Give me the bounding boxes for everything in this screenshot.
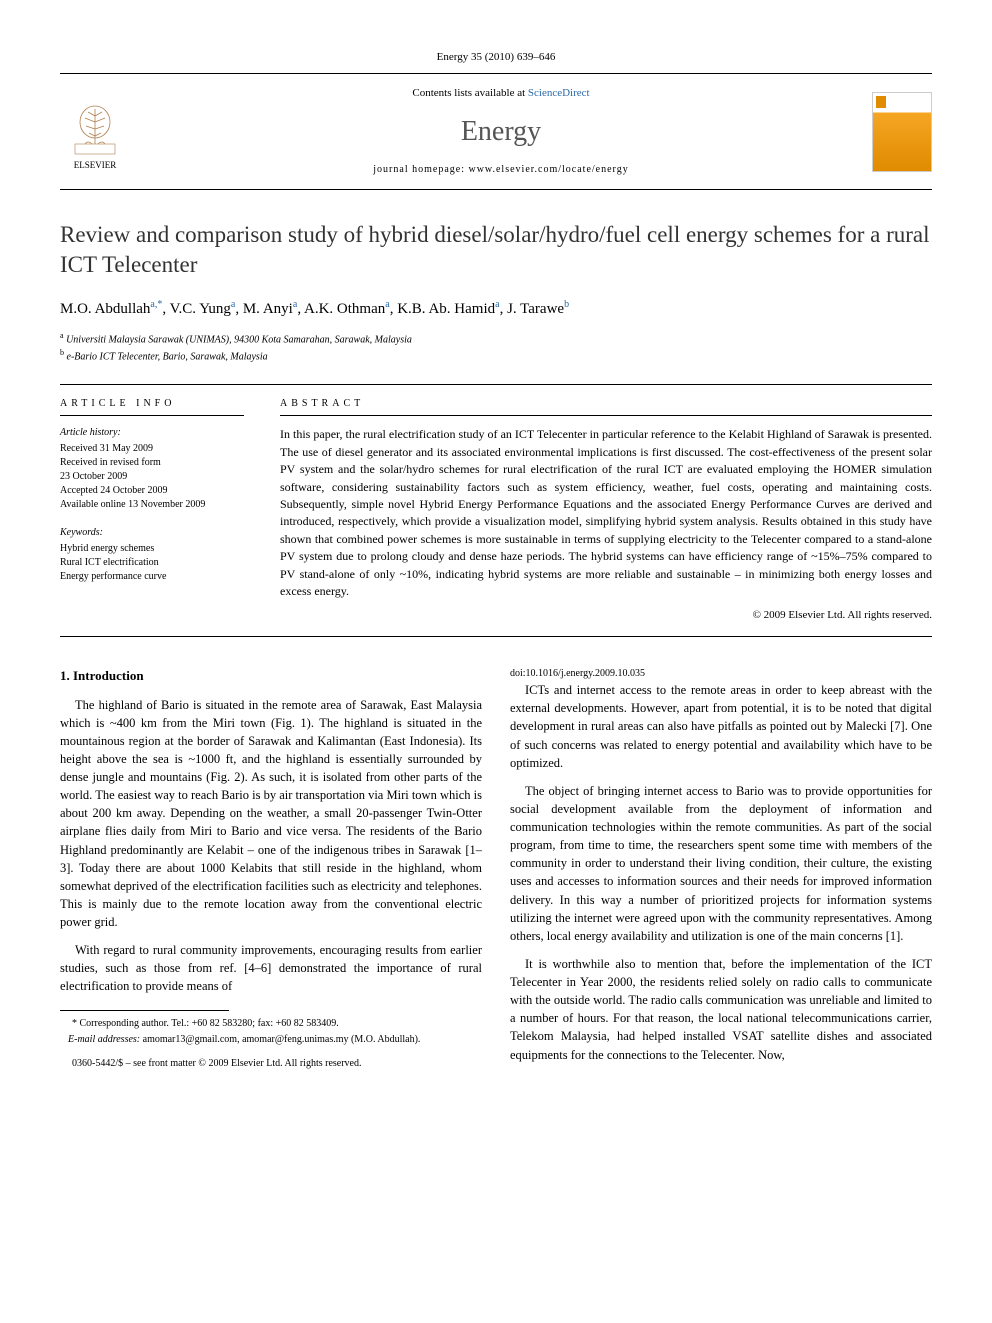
contents-available-line: Contents lists available at ScienceDirec…	[130, 86, 872, 101]
journal-reference: Energy 35 (2010) 639–646	[60, 50, 932, 65]
journal-cover-thumbnail	[872, 92, 932, 172]
contents-prefix: Contents lists available at	[412, 87, 527, 99]
elsevier-tree-icon	[70, 104, 120, 159]
author: K.B. Ab. Hamida	[397, 301, 499, 317]
email-addresses: amomar13@gmail.com, amomar@feng.unimas.m…	[143, 1034, 421, 1045]
elsevier-logo: ELSEVIER	[60, 92, 130, 172]
history-item: Received 31 May 2009	[60, 442, 244, 456]
article-body: 1. Introduction The highland of Bario is…	[60, 667, 932, 1075]
body-paragraph: With regard to rural community improveme…	[60, 941, 482, 995]
affiliation: a Universiti Malaysia Sarawak (UNIMAS), …	[60, 330, 932, 347]
history-item: Available online 13 November 2009	[60, 498, 244, 512]
history-item: Accepted 24 October 2009	[60, 484, 244, 498]
footnotes: * Corresponding author. Tel.: +60 82 583…	[60, 1017, 482, 1047]
article-info-heading: ARTICLE INFO	[60, 397, 244, 416]
article-info: ARTICLE INFO Article history: Received 3…	[60, 385, 260, 635]
journal-masthead: ELSEVIER Contents lists available at Sci…	[60, 73, 932, 190]
abstract-heading: ABSTRACT	[280, 397, 932, 416]
keywords: Keywords: Hybrid energy schemes Rural IC…	[60, 526, 244, 584]
journal-name: Energy	[130, 112, 872, 151]
history-item: 23 October 2009	[60, 470, 244, 484]
article-history: Article history: Received 31 May 2009 Re…	[60, 426, 244, 512]
body-paragraph: The object of bringing internet access t…	[510, 782, 932, 945]
author: J. Taraweb	[507, 301, 569, 317]
keyword: Energy performance curve	[60, 570, 244, 584]
keyword: Rural ICT electrification	[60, 556, 244, 570]
history-label: Article history:	[60, 426, 244, 440]
body-paragraph: It is worthwhile also to mention that, b…	[510, 955, 932, 1064]
body-paragraph: The highland of Bario is situated in the…	[60, 696, 482, 932]
author: A.K. Othmana	[304, 301, 390, 317]
author-list: M.O. Abdullaha,*, V.C. Yunga, M. Anyia, …	[60, 298, 932, 320]
author: V.C. Yunga	[170, 301, 236, 317]
abstract-text: In this paper, the rural electrification…	[280, 426, 932, 600]
article-title: Review and comparison study of hybrid di…	[60, 220, 932, 280]
author: M. Anyia	[243, 301, 297, 317]
corresponding-author-footnote: * Corresponding author. Tel.: +60 82 583…	[60, 1017, 482, 1031]
history-item: Received in revised form	[60, 456, 244, 470]
page: Energy 35 (2010) 639–646 ELSEVIER Conten…	[0, 0, 992, 1124]
info-abstract-block: ARTICLE INFO Article history: Received 3…	[60, 384, 932, 636]
author: M.O. Abdullaha,*	[60, 301, 162, 317]
keyword: Hybrid energy schemes	[60, 542, 244, 556]
journal-homepage: journal homepage: www.elsevier.com/locat…	[130, 163, 872, 177]
footnote-separator	[60, 1010, 229, 1011]
keywords-label: Keywords:	[60, 526, 244, 540]
affiliation: b e-Bario ICT Telecenter, Bario, Sarawak…	[60, 347, 932, 364]
email-label: E-mail addresses:	[68, 1034, 140, 1045]
issn-line: 0360-5442/$ – see front matter © 2009 El…	[60, 1057, 482, 1072]
sciencedirect-link[interactable]: ScienceDirect	[528, 87, 590, 99]
section-heading: 1. Introduction	[60, 667, 482, 686]
email-footnote: E-mail addresses: amomar13@gmail.com, am…	[60, 1033, 482, 1047]
abstract-copyright: © 2009 Elsevier Ltd. All rights reserved…	[280, 608, 932, 623]
body-paragraph: ICTs and internet access to the remote a…	[510, 681, 932, 772]
publisher-name: ELSEVIER	[74, 159, 117, 172]
abstract: ABSTRACT In this paper, the rural electr…	[260, 385, 932, 635]
affiliations: a Universiti Malaysia Sarawak (UNIMAS), …	[60, 330, 932, 365]
masthead-center: Contents lists available at ScienceDirec…	[130, 86, 872, 177]
doi-line: doi:10.1016/j.energy.2009.10.035	[510, 667, 932, 682]
